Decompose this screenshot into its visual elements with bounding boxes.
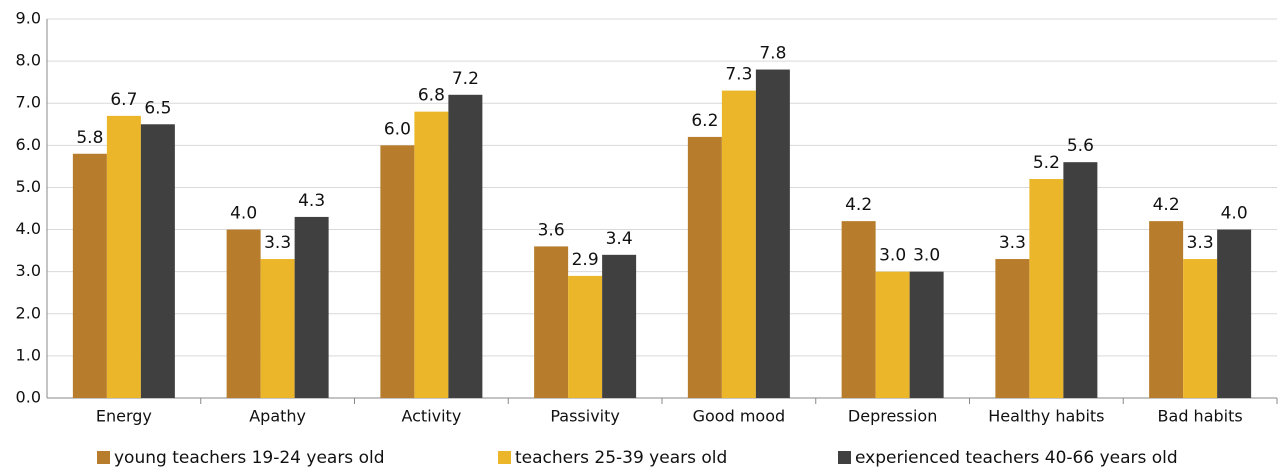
value-label: 6.2 (691, 111, 718, 131)
y-tick-label: 2.0 (16, 303, 41, 322)
x-tick-label: Bad habits (1158, 407, 1243, 426)
value-label: 7.8 (759, 44, 786, 64)
bar (687, 136, 722, 398)
y-tick-label: 5.0 (16, 177, 41, 196)
legend-swatch (97, 451, 110, 464)
y-tick-label: 0.0 (16, 388, 41, 407)
bar (1063, 162, 1098, 398)
bar (1149, 221, 1184, 398)
value-label: 4.2 (845, 195, 872, 215)
x-tick-label: Depression (848, 407, 937, 426)
bar (755, 69, 790, 399)
value-label: 3.0 (879, 246, 906, 266)
legend-label: experienced teachers 40-66 years old (855, 448, 1178, 468)
value-label: 3.3 (999, 233, 1026, 253)
value-label: 6.0 (384, 119, 411, 139)
bar (72, 153, 107, 398)
y-tick-label: 1.0 (16, 345, 41, 364)
x-tick-label: Apathy (249, 407, 306, 426)
bar (140, 124, 175, 399)
bar (1217, 229, 1252, 398)
bar (602, 254, 637, 398)
y-tick-label: 4.0 (16, 219, 41, 238)
bar (1183, 259, 1218, 398)
bar (909, 271, 944, 398)
value-label: 3.3 (264, 233, 291, 253)
value-label: 6.7 (110, 90, 137, 110)
bar (721, 90, 756, 398)
bar (448, 94, 483, 399)
value-label: 4.3 (298, 191, 325, 211)
y-tick-label: 6.0 (16, 135, 41, 154)
value-label: 6.5 (144, 98, 171, 118)
value-label: 4.2 (1153, 195, 1180, 215)
value-label: 4.0 (230, 204, 257, 224)
legend-swatch (498, 451, 511, 464)
x-tick-label: Healthy habits (988, 407, 1104, 426)
x-tick-label: Good mood (693, 407, 786, 426)
value-label: 6.8 (418, 86, 445, 106)
bar (414, 111, 449, 399)
bar (875, 271, 910, 398)
y-tick-label: 9.0 (16, 9, 41, 28)
legend-swatch (838, 451, 851, 464)
bar (568, 275, 603, 398)
value-label: 2.9 (572, 250, 599, 270)
value-label: 7.2 (452, 69, 479, 89)
bar (1029, 179, 1064, 398)
bar (380, 145, 415, 398)
y-tick-label: 3.0 (16, 261, 41, 280)
legend-label: young teachers 19-24 years old (114, 448, 384, 468)
legend-label: teachers 25-39 years old (515, 448, 727, 468)
value-label: 3.4 (606, 229, 633, 249)
value-label: 5.2 (1033, 153, 1060, 173)
value-label: 3.6 (538, 220, 565, 240)
value-label: 5.8 (76, 128, 103, 148)
bar (260, 259, 295, 398)
bar (534, 246, 569, 398)
y-tick-label: 7.0 (16, 93, 41, 112)
value-label: 7.3 (725, 65, 752, 85)
y-tick-label: 8.0 (16, 51, 41, 70)
value-label: 3.3 (1187, 233, 1214, 253)
bar (841, 221, 876, 398)
bar (106, 115, 141, 398)
value-label: 3.0 (913, 246, 940, 266)
bar (226, 229, 261, 398)
x-tick-label: Passivity (550, 407, 620, 426)
bar (294, 216, 329, 398)
value-label: 4.0 (1221, 204, 1248, 224)
x-tick-label: Energy (96, 407, 152, 426)
bar (995, 259, 1030, 398)
x-tick-label: Activity (401, 407, 461, 426)
value-label: 5.6 (1067, 136, 1094, 156)
